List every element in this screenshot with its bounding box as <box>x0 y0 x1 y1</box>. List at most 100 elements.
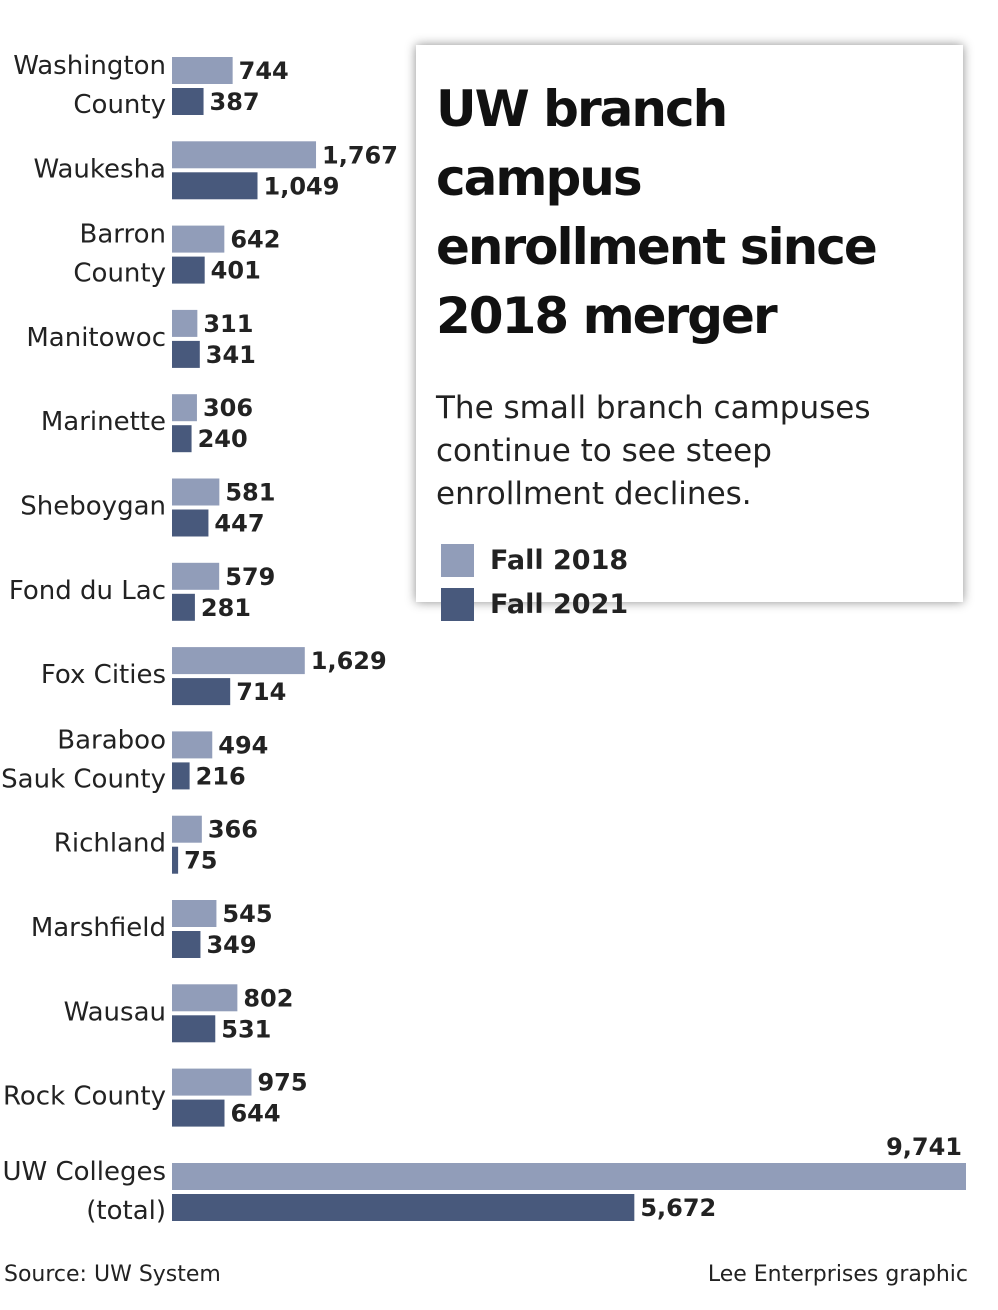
bar-fall-2018-baraboo-sauk-county <box>172 731 213 759</box>
category-label-line: Marinette <box>41 407 166 437</box>
legend-label-fall-2018: Fall 2018 <box>490 544 629 576</box>
category-label-fond-du-lac: Fond du Lac <box>9 576 166 606</box>
bar-fall-2021-marinette <box>172 425 192 453</box>
credit-note: Lee Enterprises graphic <box>707 1262 968 1287</box>
category-label-rock-county: Rock County <box>3 1082 166 1112</box>
value-label-fall-2021-manitowoc: 341 <box>206 341 256 369</box>
value-label-fall-2021-waukesha: 1,049 <box>264 172 340 200</box>
bar-fall-2018-uw-colleges-total <box>172 1163 966 1190</box>
legend-label-fall-2021: Fall 2021 <box>490 588 629 620</box>
value-label-fall-2021-barron-county: 401 <box>211 257 261 285</box>
value-label-fall-2018-fox-cities: 1,629 <box>311 647 387 675</box>
value-label-fall-2018-barron-county: 642 <box>230 226 280 254</box>
category-label-barron-county: Barron County <box>73 220 166 289</box>
category-label-line: Rock County <box>3 1082 166 1112</box>
bar-fall-2018-sheboygan <box>172 478 220 506</box>
value-label-fall-2018-marinette: 306 <box>203 394 253 422</box>
bar-fall-2018-washington-county <box>172 57 233 84</box>
bar-chart: Washington County 744 387 Waukesha 1,767 1,049… <box>1 51 966 1226</box>
value-label-fall-2018-sheboygan: 581 <box>225 479 275 507</box>
category-label-line: (total) <box>86 1196 166 1226</box>
value-label-fall-2018-uw-colleges-total: 9,741 <box>886 1133 962 1161</box>
value-label-fall-2018-fond-du-lac: 579 <box>225 563 275 591</box>
bar-fall-2021-fox-cities <box>172 678 231 706</box>
bar-fall-2021-waukesha <box>172 172 258 200</box>
category-label-line: UW Colleges <box>2 1157 166 1187</box>
category-label-waukesha: Waukesha <box>33 154 166 184</box>
legend-swatch-fall-2021 <box>441 587 474 621</box>
bar-fall-2021-wausau <box>172 1015 216 1043</box>
bar-fall-2021-barron-county <box>172 256 205 284</box>
bar-fall-2018-wausau <box>172 984 238 1012</box>
bar-fall-2021-uw-colleges-total <box>172 1194 635 1221</box>
source-note: Source: UW System <box>4 1262 221 1287</box>
category-label-line: Fond du Lac <box>9 576 166 606</box>
value-label-fall-2021-richland: 75 <box>184 847 217 875</box>
category-label-line: Sauk County <box>1 764 166 794</box>
category-label-wausau: Wausau <box>64 997 166 1027</box>
category-label-line: Baraboo <box>57 725 166 755</box>
value-label-fall-2018-manitowoc: 311 <box>203 310 253 338</box>
bar-fall-2021-rock-county <box>172 1099 225 1127</box>
value-label-fall-2021-marinette: 240 <box>198 425 248 453</box>
category-label-line: County <box>73 259 166 289</box>
category-label-marshfield: Marshfield <box>31 913 166 943</box>
category-label-sheboygan: Sheboygan <box>20 492 166 522</box>
category-label-baraboo-sauk-county: Baraboo Sauk County <box>1 725 166 794</box>
bar-fall-2018-marshfield <box>172 900 217 927</box>
value-label-fall-2018-wausau: 802 <box>243 984 293 1012</box>
value-label-fall-2021-marshfield: 349 <box>206 931 256 959</box>
legend-item-fall-2021: Fall 2021 <box>436 582 943 626</box>
legend-swatch-fall-2018 <box>441 543 474 577</box>
value-label-fall-2021-rock-county: 644 <box>230 1100 280 1128</box>
bar-fall-2021-fond-du-lac <box>172 593 195 621</box>
category-label-washington-county: Washington County <box>13 51 166 120</box>
bar-fall-2021-sheboygan <box>172 509 209 537</box>
bar-fall-2018-richland <box>172 815 202 843</box>
bar-fall-2018-rock-county <box>172 1068 252 1096</box>
bar-fall-2021-washington-county <box>172 88 204 115</box>
chart-subtitle: The small branch campuses continue to se… <box>436 390 871 512</box>
bar-fall-2018-manitowoc <box>172 309 198 337</box>
bar-fall-2018-fond-du-lac <box>172 562 220 590</box>
category-label-line: Sheboygan <box>20 492 166 522</box>
bar-fall-2021-manitowoc <box>172 340 200 368</box>
bar-fall-2018-marinette <box>172 394 197 422</box>
category-label-fox-cities: Fox Cities <box>41 660 166 690</box>
category-label-manitowoc: Manitowoc <box>26 323 166 353</box>
category-label-marinette: Marinette <box>41 407 166 437</box>
category-label-line: Barron <box>79 220 166 250</box>
category-label-line: Marshfield <box>31 913 166 943</box>
bar-fall-2021-baraboo-sauk-county <box>172 762 190 790</box>
value-label-fall-2021-sheboygan: 447 <box>214 510 264 538</box>
bar-fall-2018-fox-cities <box>172 647 305 675</box>
value-label-fall-2018-richland: 366 <box>208 816 258 844</box>
bar-fall-2018-waukesha <box>172 141 317 169</box>
category-label-line: County <box>73 90 166 120</box>
bars-layer: Washington County 744 387 Waukesha 1,767 1,049… <box>1 51 966 1226</box>
value-label-fall-2018-waukesha: 1,767 <box>322 141 398 169</box>
category-label-line: Waukesha <box>33 154 166 184</box>
chart-title: UW branch campus enrollment since 2018 m… <box>436 80 878 345</box>
value-label-fall-2021-washington-county: 387 <box>210 88 260 116</box>
category-label-uw-colleges-total: UW Colleges (total) <box>2 1157 166 1226</box>
legend: Fall 2018 Fall 2021 <box>436 538 943 626</box>
legend-item-fall-2018: Fall 2018 <box>436 538 943 582</box>
value-label-fall-2021-fond-du-lac: 281 <box>201 594 251 622</box>
title-panel: UW branch campus enrollment since 2018 m… <box>416 45 963 621</box>
category-label-line: Washington <box>13 51 166 81</box>
bar-fall-2021-marshfield <box>172 931 201 958</box>
value-label-fall-2021-fox-cities: 714 <box>236 678 286 706</box>
category-label-richland: Richland <box>54 829 166 859</box>
value-label-fall-2018-washington-county: 744 <box>239 57 289 85</box>
value-label-fall-2018-marshfield: 545 <box>222 900 272 928</box>
bar-fall-2018-barron-county <box>172 225 225 253</box>
category-label-line: Fox Cities <box>41 660 166 690</box>
bar-fall-2021-richland <box>172 846 179 874</box>
value-label-fall-2018-rock-county: 975 <box>257 1069 307 1097</box>
category-label-line: Wausau <box>64 997 166 1027</box>
category-label-line: Richland <box>54 829 166 859</box>
value-label-fall-2018-baraboo-sauk-county: 494 <box>218 731 268 759</box>
value-label-fall-2021-uw-colleges-total: 5,672 <box>640 1194 716 1222</box>
category-label-line: Manitowoc <box>26 323 166 353</box>
